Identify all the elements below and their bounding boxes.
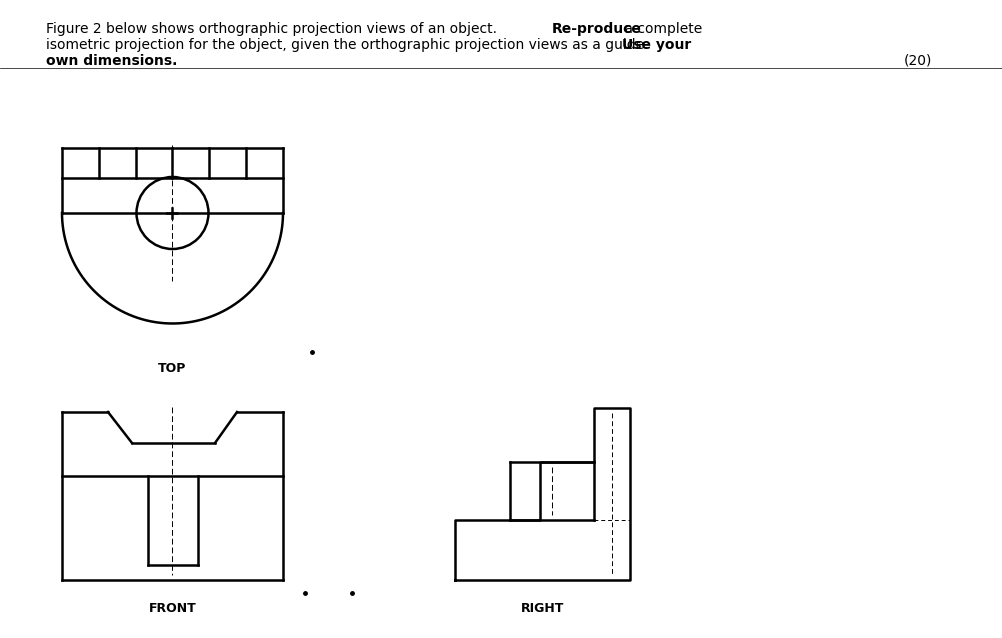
Text: RIGHT: RIGHT bbox=[521, 602, 564, 615]
Text: own dimensions.: own dimensions. bbox=[46, 54, 177, 68]
Text: Re-produce: Re-produce bbox=[552, 22, 642, 36]
Text: a complete: a complete bbox=[620, 22, 702, 36]
Text: isometric projection for the object, given the orthographic projection views as : isometric projection for the object, giv… bbox=[46, 38, 653, 52]
Text: FRONT: FRONT bbox=[148, 602, 196, 615]
Text: TOP: TOP bbox=[158, 362, 186, 375]
Text: Figure 2 below shows orthographic projection views of an object.: Figure 2 below shows orthographic projec… bbox=[46, 22, 501, 36]
Text: (20): (20) bbox=[904, 54, 933, 68]
Text: Use your: Use your bbox=[622, 38, 691, 52]
